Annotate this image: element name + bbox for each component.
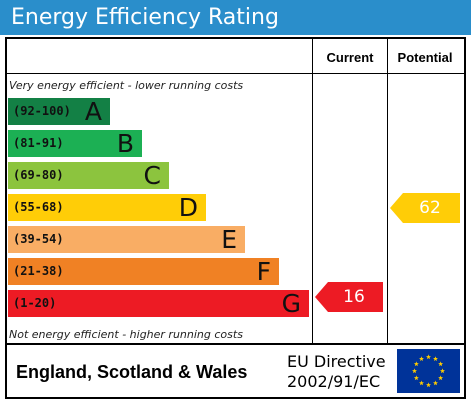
eu-star-icon (413, 375, 419, 381)
eu-directive-line1: EU Directive (287, 352, 386, 371)
band-c: (69-80) C (8, 162, 169, 189)
band-letter: F (256, 257, 271, 286)
country-label: England, Scotland & Wales (16, 362, 248, 382)
band-range: (21-38) (13, 264, 64, 278)
eu-star-icon (419, 380, 424, 386)
band-range: (55-68) (13, 200, 64, 214)
eu-star-icon (426, 354, 431, 360)
band-g: (1-20) G (8, 290, 309, 317)
top-note: Very energy efficient - lower running co… (9, 79, 244, 92)
band-letter: C (143, 161, 161, 190)
divider-potential (387, 39, 388, 343)
current-rating-value: 16 (343, 287, 365, 307)
current-column-header: Current (326, 50, 374, 65)
band-range: (92-100) (13, 104, 71, 118)
potential-column-header: Potential (397, 50, 453, 65)
header-divider (7, 73, 464, 74)
band-letter: E (221, 225, 237, 254)
current-rating-arrow: 16 (315, 282, 383, 312)
potential-rating-value: 62 (419, 198, 441, 218)
band-range: (39-54) (13, 232, 64, 246)
eu-star-icon (426, 382, 431, 388)
band-range: (81-91) (13, 136, 64, 150)
current-arrow-shape (315, 282, 383, 312)
eu-flag-icon (397, 349, 460, 393)
footer-divider (7, 343, 464, 345)
eu-star-icon (440, 368, 445, 374)
eu-star-icon (419, 356, 424, 361)
eu-star-icon (433, 380, 438, 386)
band-letter: D (178, 193, 198, 222)
band-letter: B (116, 129, 134, 158)
eu-star-icon (413, 361, 419, 367)
band-f: (21-38) F (8, 258, 279, 285)
divider-current (312, 39, 313, 343)
band-letter: A (84, 97, 102, 126)
eu-star-icon (438, 375, 444, 381)
band-e: (39-54) E (8, 226, 245, 253)
eu-directive-line2: 2002/91/EC (287, 372, 381, 391)
band-a: (92-100) A (8, 98, 110, 125)
band-d: (55-68) D (8, 194, 206, 221)
band-letter: G (281, 289, 301, 318)
potential-arrow-shape (390, 193, 460, 223)
rating-frame (5, 37, 466, 399)
eu-directive: EU Directive 2002/91/EC (287, 352, 386, 392)
eu-star-icon (412, 368, 417, 374)
bottom-note: Not energy efficient - higher running co… (9, 328, 243, 341)
band-range: (1-20) (13, 296, 57, 310)
eu-star-icon (438, 361, 444, 367)
title-bar: Energy Efficiency Rating (0, 0, 471, 35)
chart-title: Energy Efficiency Rating (11, 5, 279, 30)
eu-star-icon (433, 356, 438, 361)
potential-rating-arrow: 62 (390, 193, 460, 223)
band-range: (69-80) (13, 168, 64, 182)
band-b: (81-91) B (8, 130, 142, 157)
